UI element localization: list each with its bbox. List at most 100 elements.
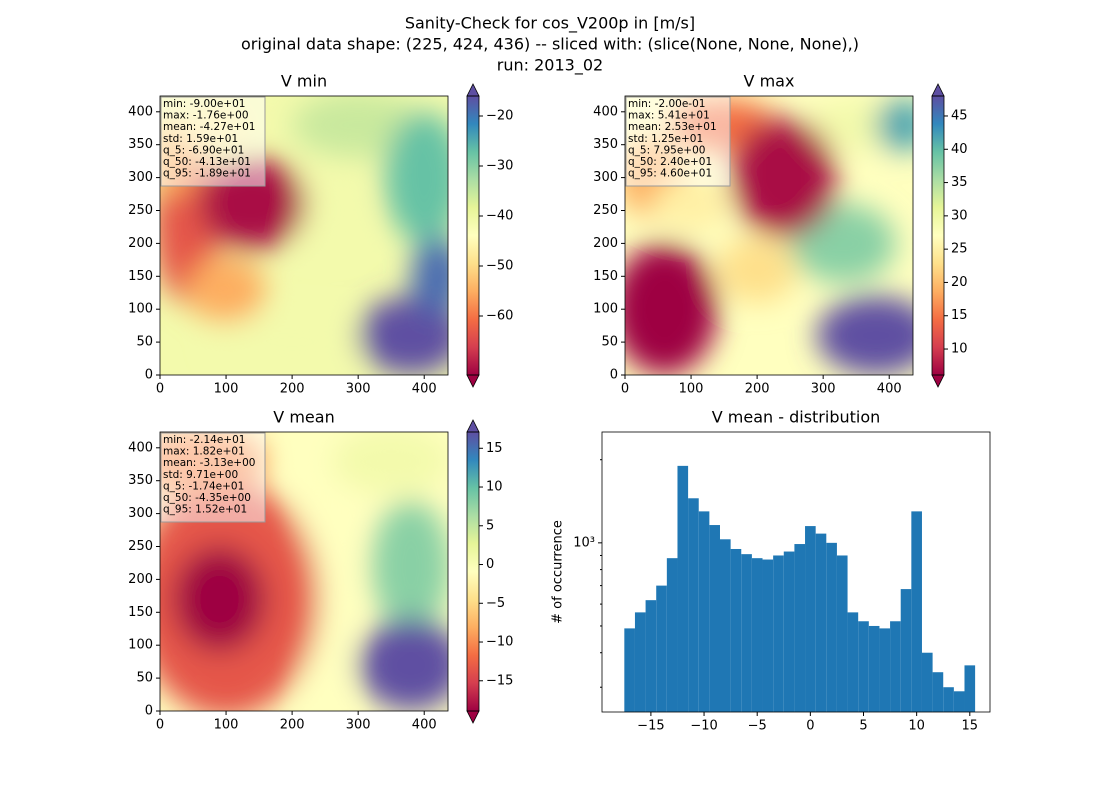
colorbar-tick-label: 15	[951, 308, 968, 323]
bar	[698, 511, 710, 712]
y-tick-label: 400	[128, 440, 153, 455]
x-tick-label: 200	[745, 382, 770, 397]
colorbar-extend	[466, 374, 480, 388]
y-tick-label: 0	[610, 368, 618, 383]
y-tick-label: 300	[593, 170, 618, 185]
bar	[773, 555, 784, 712]
bar	[932, 672, 944, 712]
bar	[741, 554, 752, 712]
y-tick-label: 50	[136, 335, 153, 350]
y-tick-label: 300	[128, 170, 153, 185]
y-tick-label: 150	[128, 605, 153, 620]
heatmap-blob	[411, 236, 448, 316]
bar	[624, 628, 635, 712]
colorbar-tick-label: 35	[951, 175, 968, 190]
stats-box	[160, 96, 266, 187]
heatmap-blob	[384, 111, 448, 244]
heatmap-blob	[173, 546, 266, 652]
stats-box	[160, 432, 266, 523]
subplot-title: V min	[281, 72, 327, 91]
colorbar-frame	[466, 95, 480, 376]
bar	[805, 526, 816, 712]
bar	[879, 628, 891, 712]
axes-frame	[601, 431, 991, 713]
heatmap-blob	[651, 177, 731, 231]
colorbar-extend	[466, 710, 480, 724]
x-tick-label: −15	[637, 719, 664, 734]
heatmap-blob	[717, 236, 797, 303]
x-tick-label: 0	[621, 382, 629, 397]
colorbar-tick-label: −30	[486, 159, 513, 174]
subplot-title: V mean - distribution	[712, 408, 881, 427]
heatmap-blob	[625, 243, 718, 375]
stats-line: max: 1.82e+01	[163, 446, 245, 458]
x-tick-label: 300	[811, 382, 836, 397]
colorbar-extend	[466, 419, 480, 433]
bar	[921, 652, 933, 712]
stats-line: q_50: 2.40e+01	[628, 156, 712, 168]
heatmap-blob	[186, 256, 266, 323]
subplot-title: V mean	[273, 408, 334, 427]
colorbar-tick-label: 45	[951, 108, 968, 123]
bar	[953, 691, 965, 712]
colorbar-tick-label: 20	[951, 275, 968, 290]
y-axis-label: # of occurrence	[551, 520, 566, 624]
y-tick-label: 400	[593, 104, 618, 119]
stats-line: std: 1.59e+01	[163, 133, 238, 145]
colorbar-tick-label: 10	[951, 342, 968, 357]
heatmap-blob	[371, 500, 448, 633]
subplot-title: V max	[744, 72, 795, 91]
x-tick-label: 200	[280, 382, 305, 397]
heatmap-blob	[331, 432, 448, 494]
bar	[762, 559, 774, 712]
bar	[964, 665, 976, 712]
x-tick-label: 300	[346, 718, 371, 733]
y-tick-label: 250	[128, 539, 153, 554]
stats-line: q_5: 7.95e+00	[628, 144, 705, 156]
heatmap-blob	[730, 118, 837, 237]
y-tick-label: 200	[128, 572, 153, 587]
colorbar	[467, 96, 479, 375]
stats-line: max: -1.76e+00	[163, 110, 249, 122]
stats-box	[625, 96, 731, 187]
colorbar-extend	[931, 83, 945, 97]
x-tick-label: 200	[280, 718, 305, 733]
colorbar-frame	[466, 431, 480, 712]
stats-line: mean: -4.27e+01	[163, 121, 255, 133]
y-tick-label: 100	[128, 638, 153, 653]
stats-line: std: 1.25e+01	[628, 133, 703, 145]
y-tick-label: 300	[128, 506, 153, 521]
axes-frame	[159, 95, 449, 376]
heatmap-blob	[285, 171, 365, 250]
bar	[730, 548, 742, 712]
colorbar-tick-label: 5	[486, 518, 494, 533]
colorbar-tick-label: −50	[486, 259, 513, 274]
colorbar-tick-label: −10	[486, 635, 513, 650]
stats-line: q_50: -4.13e+01	[163, 156, 251, 168]
bar	[688, 498, 699, 712]
bar	[666, 558, 678, 712]
bar	[868, 625, 880, 712]
stats-line: min: -2.14e+01	[163, 434, 245, 446]
x-tick-label: −5	[748, 719, 767, 734]
stats-line: min: -9.00e+01	[163, 98, 245, 110]
colorbar-tick-label: 10	[486, 480, 503, 495]
colorbar-tick-label: 30	[951, 208, 968, 223]
heatmap-blob	[212, 315, 372, 369]
y-tick-label: 0	[145, 368, 153, 383]
y-tick-label: 10³	[573, 535, 595, 550]
y-tick-label: 100	[593, 302, 618, 317]
colorbar-tick-label: 15	[486, 441, 503, 456]
heatmap-blob	[809, 98, 903, 152]
bar	[890, 621, 901, 712]
stats-line: q_95: -1.89e+01	[163, 168, 251, 180]
heatmap-blob	[876, 98, 913, 152]
bar	[634, 612, 646, 712]
axes-frame	[624, 95, 914, 376]
colorbar-extend	[466, 83, 480, 97]
x-tick-label: 0	[156, 382, 164, 397]
bar	[751, 558, 763, 712]
y-tick-label: 350	[128, 473, 153, 488]
y-tick-label: 350	[128, 137, 153, 152]
